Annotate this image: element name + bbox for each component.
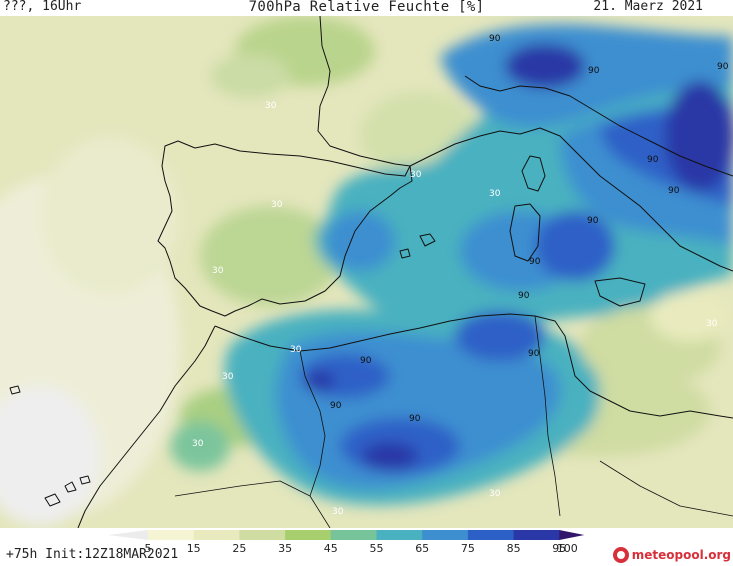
colorbar-swatch xyxy=(422,530,469,540)
valid-time-label: ???, 16Uhr xyxy=(3,0,82,14)
contour-label: 90 xyxy=(330,401,342,411)
colorbar-swatch xyxy=(513,530,560,540)
colorbar-arrow-low xyxy=(108,530,148,540)
map-title: 700hPa Relative Feuchte [%] xyxy=(248,0,485,15)
contour-label: 90 xyxy=(587,216,599,226)
valid-date-label: 21. Maerz 2021 xyxy=(593,0,703,14)
meteopool-logo[interactable]: meteopool.org xyxy=(612,547,731,563)
colorbar-tick-label: 55 xyxy=(370,542,384,555)
contour-label: 90 xyxy=(409,414,421,424)
colorbar-tick-label: 45 xyxy=(324,542,338,555)
contour-label: 30 xyxy=(290,345,302,355)
colorbar-swatch xyxy=(239,530,286,540)
contour-label: 30 xyxy=(410,170,422,180)
contour-label: 90 xyxy=(668,186,680,196)
contour-label: 30 xyxy=(332,507,344,517)
colorbar-tick-label: 65 xyxy=(415,542,429,555)
contour-label: 30 xyxy=(706,319,718,329)
contour-label: 90 xyxy=(528,349,540,359)
contour-label: 90 xyxy=(360,356,372,366)
colorbar-swatch xyxy=(285,530,332,540)
contour-label: 90 xyxy=(489,34,501,44)
colorbar-tick-label: 5 xyxy=(145,542,152,555)
contour-label: 90 xyxy=(647,155,659,165)
colorbar-tick-label: 25 xyxy=(232,542,246,555)
colorbar-swatch xyxy=(148,530,195,540)
colorbar-tick-label: 95 xyxy=(552,542,566,555)
colorbar-swatch xyxy=(376,530,423,540)
contour-label: 90 xyxy=(518,291,530,301)
colorbar-arrow-high xyxy=(559,530,585,540)
contour-label: 90 xyxy=(717,62,729,72)
contour-label: 30 xyxy=(212,266,224,276)
humidity-map: 90 90 90 90 90 90 90 90 90 90 90 90 30 3… xyxy=(0,16,733,528)
contour-label: 30 xyxy=(489,189,501,199)
colorbar-swatch xyxy=(193,530,240,540)
colorbar-tick-label: 15 xyxy=(187,542,201,555)
contour-label: 30 xyxy=(192,439,204,449)
colorbar-tick-label: 100 xyxy=(557,542,578,555)
colorbar-swatch xyxy=(467,530,515,540)
init-time-label: +75h Init:12Z18MAR2021 xyxy=(6,547,179,562)
meteopool-logo-icon xyxy=(612,547,629,563)
contour-label: 90 xyxy=(588,66,600,76)
contour-label: 30 xyxy=(265,101,277,111)
colorbar-tick-label: 35 xyxy=(278,542,292,555)
logo-text: meteopool.org xyxy=(631,548,731,562)
contour-label: 90 xyxy=(529,257,541,267)
colorbar-tick-label: 75 xyxy=(461,542,475,555)
contour-label: 30 xyxy=(489,489,501,499)
contour-label: 30 xyxy=(222,372,234,382)
colorbar-tick-label: 85 xyxy=(507,542,521,555)
contour-label: 30 xyxy=(271,200,283,210)
colorbar-swatch xyxy=(330,530,377,540)
